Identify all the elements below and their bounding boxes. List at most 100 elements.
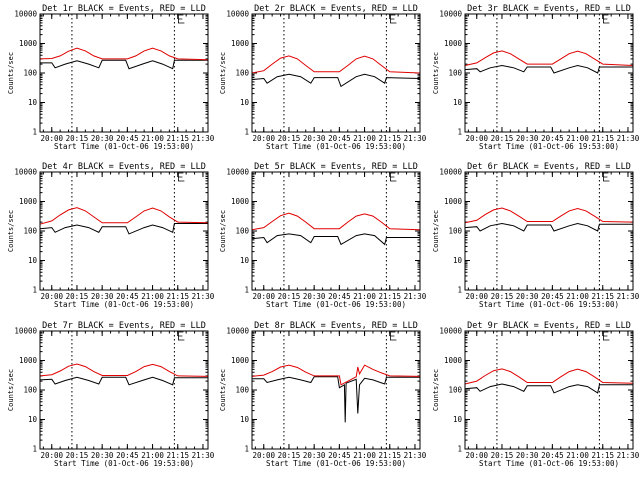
chart-panel-4: Det 4r BLACK = Events, RED = LLD 1 10 100 10… (7, 162, 215, 309)
x-tick-label: 20:30 (516, 292, 539, 301)
plot-frame (251, 13, 421, 133)
x-tick-label: 20:45 (541, 451, 564, 460)
x-tick-label: 20:15 (66, 134, 89, 143)
chart-title: Det 4r BLACK = Events, RED = LLD (42, 162, 206, 172)
y-tick-label: 10 (28, 98, 38, 107)
plot-frame (39, 13, 209, 133)
y-tick-label: 100 (448, 69, 462, 78)
y-tick-label: 10000 (226, 168, 249, 177)
chart-title: Det 2r BLACK = Events, RED = LLD (254, 4, 418, 14)
y-tick-label: 1000 (19, 356, 38, 365)
y-tick-label: 100 (235, 386, 249, 395)
y-tick-label: 10000 (439, 10, 462, 19)
y-tick-label: 10000 (14, 168, 37, 177)
x-axis-label: Start Time (01-Oct-06 19:53:00) (54, 142, 194, 151)
x-tick-label: 20:45 (116, 134, 139, 143)
x-tick-label: 20:45 (328, 292, 351, 301)
series-lld-line (464, 207, 634, 224)
plot-frame (39, 171, 209, 291)
x-tick-label: 21:15 (591, 134, 614, 143)
flag-marker (603, 331, 610, 341)
x-tick-label: 20:45 (328, 134, 351, 143)
x-tick-label: 21:00 (353, 134, 376, 143)
x-tick-label: 20:45 (328, 451, 351, 460)
x-axis-label: Start Time (01-Oct-06 19:53:00) (479, 300, 619, 309)
y-axis-label: Counts/sec (432, 52, 440, 94)
plot-frame (464, 330, 634, 450)
x-tick-label: 21:00 (353, 451, 376, 460)
x-axis-label: Start Time (01-Oct-06 19:53:00) (266, 300, 406, 309)
y-axis-label: Counts/sec (432, 369, 440, 411)
x-tick-label: 21:30 (192, 292, 215, 301)
y-tick-label: 100 (23, 227, 37, 236)
chart-panel-2: Det 2r BLACK = Events, RED = LLD 1 10 100 10… (219, 4, 427, 151)
y-tick-label: 1000 (19, 39, 38, 48)
y-tick-label: 10 (240, 415, 250, 424)
x-axis-label: Start Time (01-Oct-06 19:53:00) (479, 142, 619, 151)
chart-title: Det 9r BLACK = Events, RED = LLD (467, 321, 631, 331)
flag-marker (390, 14, 397, 24)
x-tick-label: 20:30 (91, 292, 114, 301)
flag-marker (603, 14, 610, 24)
y-tick-label: 10000 (14, 327, 37, 336)
chart-panel-7: Det 7r BLACK = Events, RED = LLD 1 10 100 10… (7, 321, 215, 468)
series-events-line (40, 59, 208, 70)
x-tick-label: 21:15 (378, 134, 401, 143)
x-tick-label: 21:15 (591, 292, 614, 301)
y-tick-label: 1 (457, 286, 462, 295)
series-lld-line (39, 207, 209, 225)
series-events-line (464, 383, 633, 394)
x-tick-label: 20:15 (491, 292, 514, 301)
y-tick-label: 1 (32, 128, 37, 137)
series-lld-line (464, 368, 634, 385)
series-events-line (39, 376, 208, 386)
x-tick-label: 20:00 (40, 134, 63, 143)
x-tick-label: 21:00 (566, 134, 589, 143)
x-tick-label: 21:15 (591, 451, 614, 460)
x-tick-label: 20:00 (252, 134, 275, 143)
x-axis-label: Start Time (01-Oct-06 19:53:00) (266, 459, 406, 468)
y-tick-label: 10000 (439, 168, 462, 177)
chart-title: Det 3r BLACK = Events, RED = LLD (467, 4, 631, 14)
series-events-line (39, 223, 208, 235)
series-lld-line (39, 47, 209, 61)
y-tick-label: 100 (235, 227, 249, 236)
plot-frame (251, 171, 421, 291)
x-tick-label: 20:00 (40, 451, 63, 460)
y-tick-label: 10 (240, 256, 250, 265)
series-events-line (464, 222, 633, 232)
flag-marker (178, 14, 185, 24)
x-tick-label: 20:30 (303, 134, 326, 143)
y-tick-label: 1000 (444, 39, 463, 48)
x-tick-label: 20:15 (278, 451, 301, 460)
x-tick-label: 21:00 (141, 134, 164, 143)
series-lld-line (251, 55, 421, 74)
x-tick-label: 21:30 (192, 134, 215, 143)
x-tick-label: 21:15 (166, 451, 189, 460)
y-tick-label: 1000 (231, 197, 250, 206)
chart-title: Det 8r BLACK = Events, RED = LLD (254, 321, 418, 331)
plot-frame (464, 171, 634, 291)
x-tick-label: 21:30 (192, 451, 215, 460)
y-tick-label: 10 (28, 415, 38, 424)
y-tick-label: 10000 (439, 327, 462, 336)
x-tick-label: 20:00 (252, 292, 275, 301)
x-axis-label: Start Time (01-Oct-06 19:53:00) (54, 300, 194, 309)
y-tick-label: 1 (32, 286, 37, 295)
x-tick-label: 20:15 (66, 451, 89, 460)
x-tick-label: 20:30 (91, 134, 114, 143)
y-tick-label: 1 (457, 445, 462, 454)
y-axis-label: Counts/sec (219, 210, 227, 252)
y-tick-label: 1000 (231, 39, 250, 48)
series-lld-line (251, 212, 421, 231)
x-tick-label: 20:30 (303, 451, 326, 460)
x-axis-label: Start Time (01-Oct-06 19:53:00) (266, 142, 406, 151)
plot-frame (464, 13, 634, 133)
plot-frame (251, 330, 421, 450)
x-tick-label: 20:45 (116, 451, 139, 460)
y-axis-label: Counts/sec (219, 369, 227, 411)
series-events-line (252, 376, 420, 423)
y-axis-label: Counts/sec (7, 369, 15, 411)
series-lld-line (39, 363, 209, 377)
flag-marker (178, 172, 185, 182)
